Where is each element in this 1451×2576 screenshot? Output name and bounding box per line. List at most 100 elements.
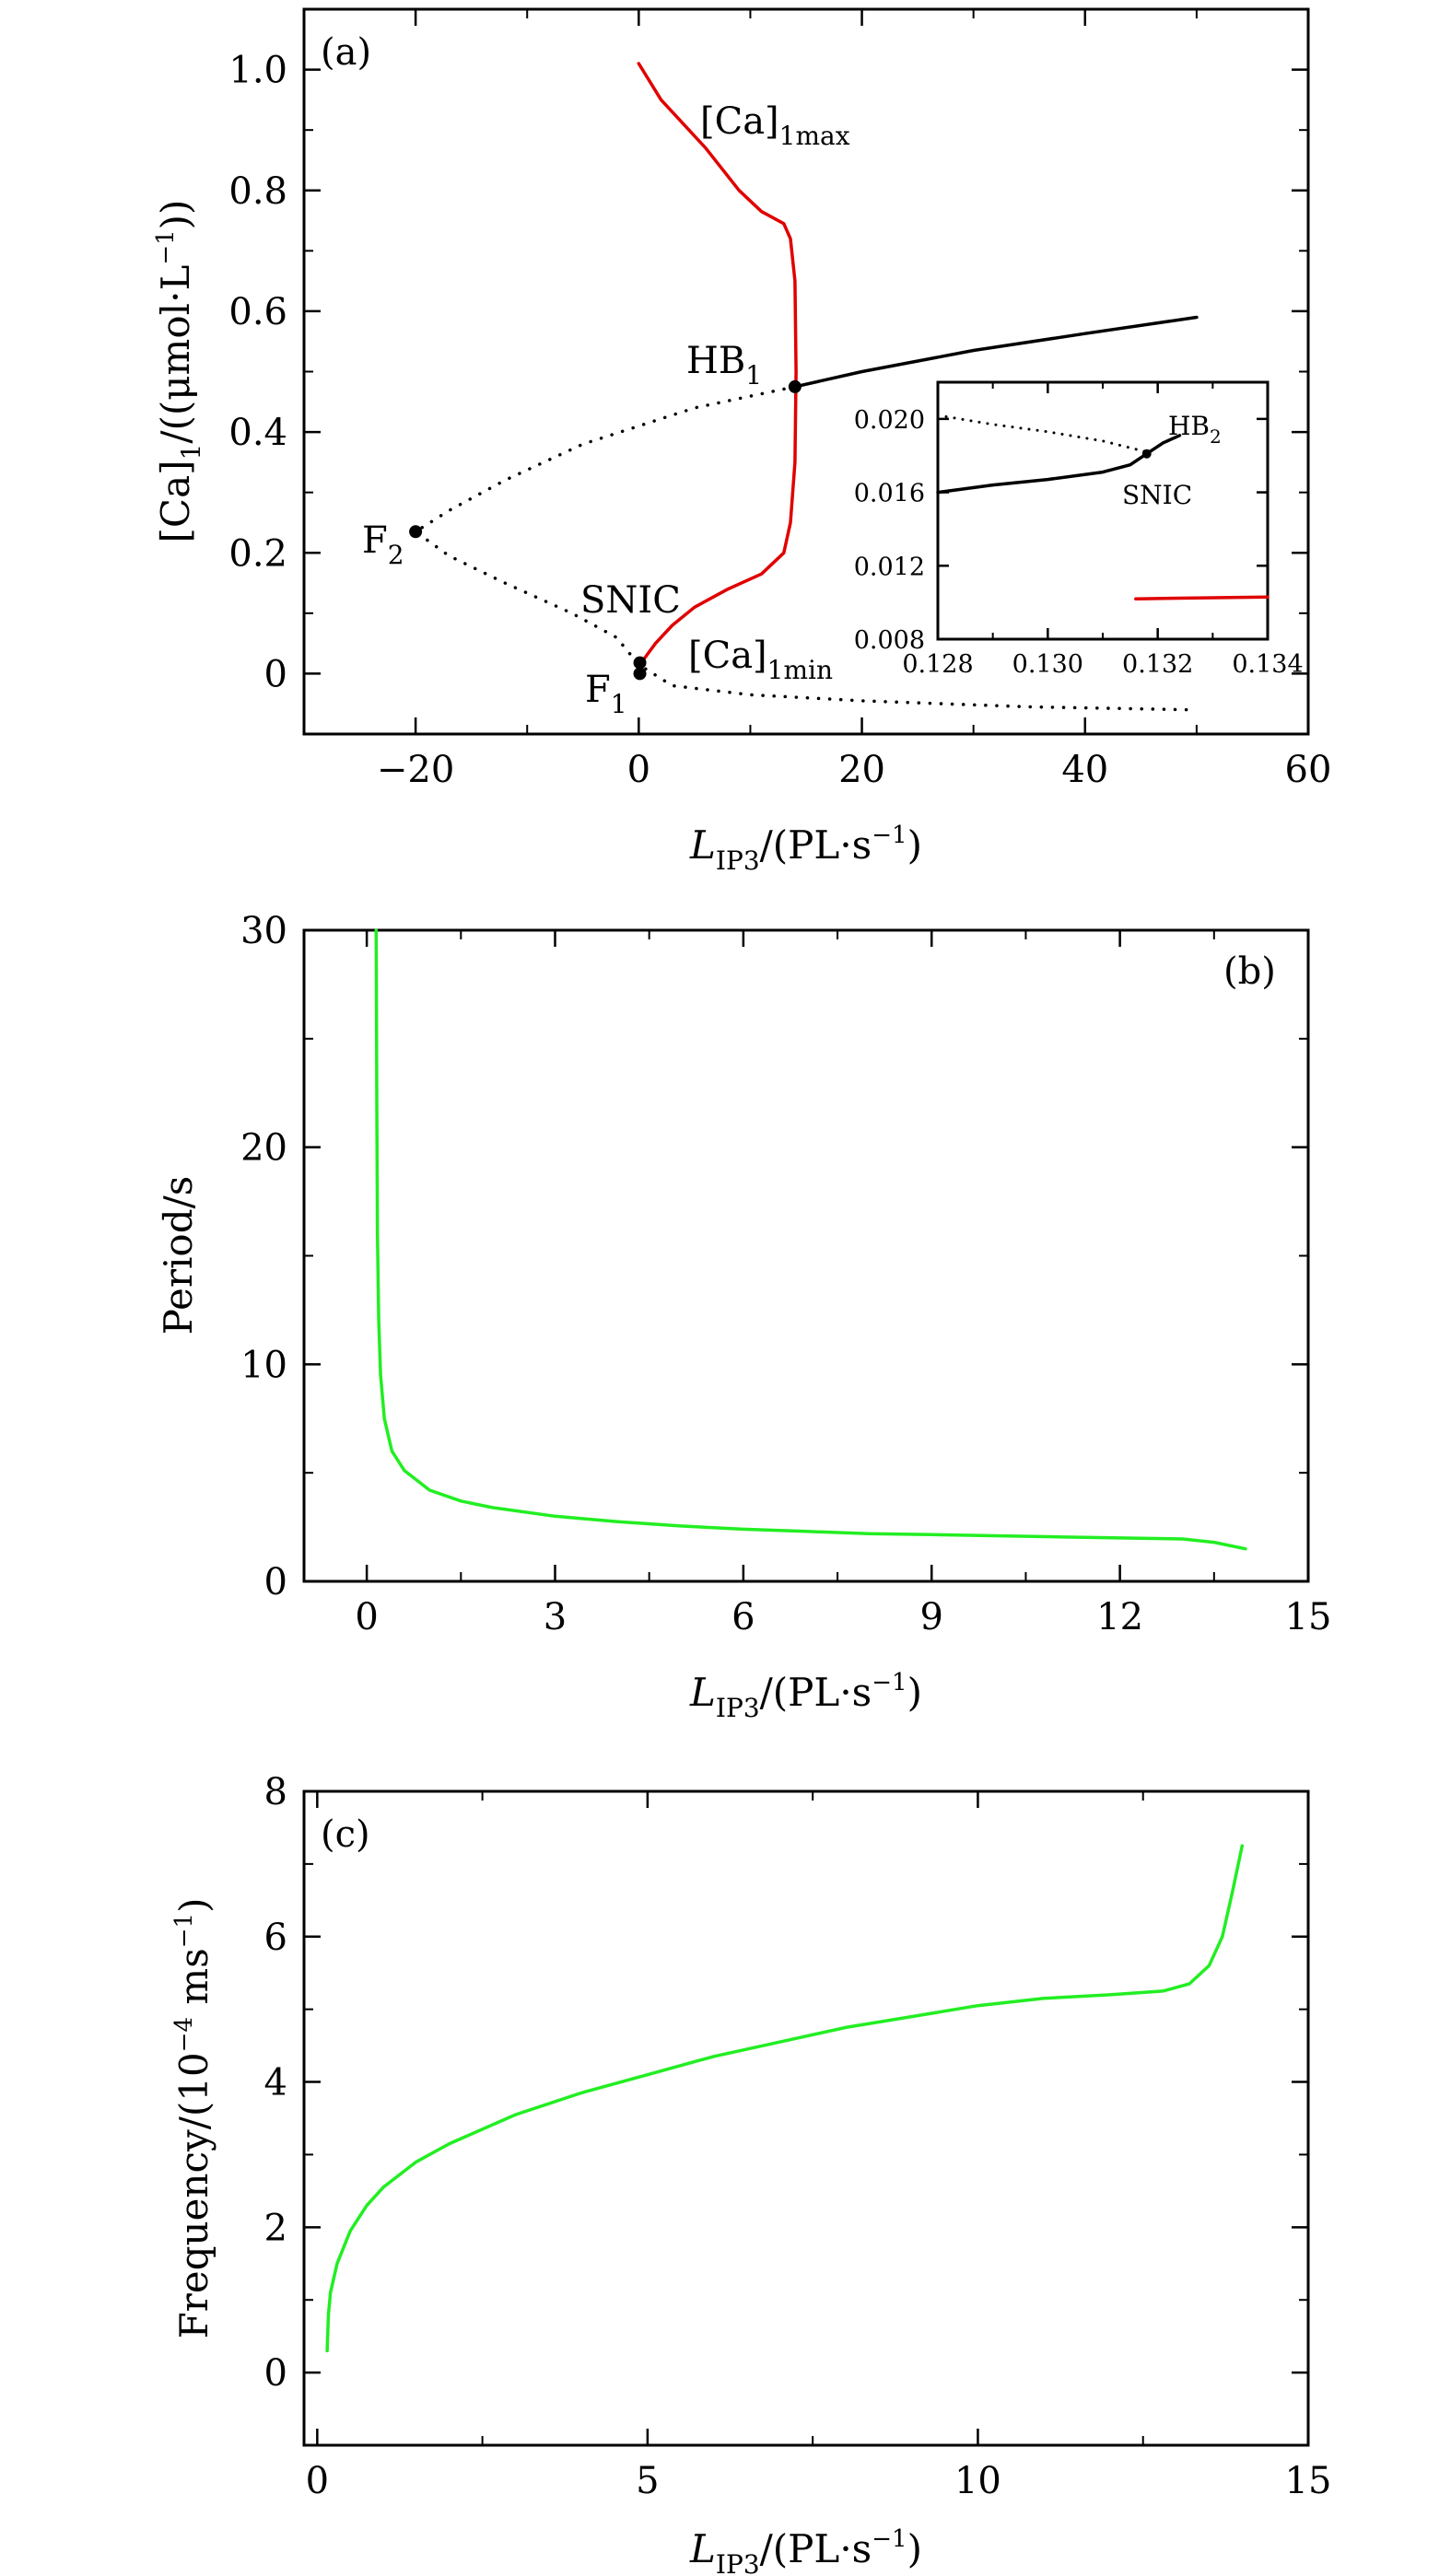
pa-series-line-0: [793, 315, 1199, 389]
inset-hb2-label: HB2: [1168, 411, 1222, 448]
pa-x-tick-label: 40: [1061, 749, 1108, 791]
hb1-label-main: HB: [686, 340, 745, 382]
panel-a-y-axis-label-sup: −1: [152, 229, 180, 264]
pc-y-tick-label: 2: [264, 2207, 287, 2249]
pc-x-tick-label: 0: [306, 2460, 329, 2502]
in-y-tick-label: 0.008: [854, 626, 925, 655]
hb1-label-sub: 1: [745, 360, 762, 390]
panel-b-plot-frame: [302, 928, 1310, 1583]
in-x-tick-label: 0.128: [902, 650, 973, 679]
panel-c-x-axis-label-main: L: [689, 2526, 716, 2571]
inset-series: [936, 414, 1270, 600]
panel-b-x-axis-label: LIP3/(PL·s−1): [689, 1669, 922, 1723]
pb-y-tick-label: 0: [264, 1561, 287, 1603]
f2-label-main: F: [362, 519, 388, 562]
pb-y-tick-label: 30: [240, 910, 287, 952]
panel-a-x-axis-label-end: ): [907, 822, 922, 868]
panel-c-y-axis-label-pre: Frequency/(10: [171, 2052, 216, 2338]
panel-a-y-axis-label-pre: [Ca]: [153, 460, 198, 543]
pa-point-2: [633, 656, 647, 670]
in-x-tick-label: 0.130: [1012, 650, 1083, 679]
pb-x-tick-label: 3: [544, 1596, 567, 1638]
f1-label-sub: 1: [611, 689, 627, 719]
ca-max-label-sub: 1max: [779, 121, 850, 151]
inset-hb2-label-main: HB: [1168, 411, 1210, 441]
panel-c-y-axis-label: Frequency/(10−4 ms−1): [170, 1898, 216, 2339]
pb-series-line-0: [374, 928, 1247, 1551]
ca-min-label-sub: 1min: [767, 655, 833, 685]
inset-x-ticks: 0.128 0.130 0.132 0.134: [902, 382, 1304, 679]
hb1-label: HB1: [686, 340, 762, 390]
pb-x-tick-label: 9: [920, 1596, 943, 1638]
pb-x-tick-label: 12: [1096, 1596, 1143, 1638]
inset-hb2-label-sub: 2: [1210, 425, 1222, 448]
panel-b-x-axis-label-rest: /(PL·s: [760, 1670, 872, 1715]
panel-c-y-axis-label-sup: −4: [170, 2017, 198, 2052]
pc-x-tick-label: 5: [636, 2460, 659, 2502]
panel-a-x-axis-label-rest: /(PL·s: [760, 822, 872, 868]
panel-b-x-axis-label-sub: IP3: [716, 1693, 760, 1723]
pa-point-3: [633, 667, 647, 681]
panel-b-series: [374, 928, 1247, 1551]
panel-a-inset: 0.128 0.130 0.132 0.134 0.008 0.012 0.016 0.02…: [854, 380, 1304, 679]
pa-y-tick-label: 0.8: [228, 170, 287, 213]
pa-point-0: [788, 379, 802, 393]
panel-a: −20 0 20 40 60 00.20.40.60.81.0 (a) [Ca]1max…: [152, 7, 1332, 876]
panel-c-series: [325, 1844, 1245, 2353]
pa-x-tick-label: 0: [627, 749, 650, 791]
panel-b-x-axis-label-main: L: [689, 1670, 716, 1715]
f2-label-sub: 2: [388, 540, 404, 570]
panel-a-x-ticks: −20 0 20 40 60: [377, 9, 1332, 791]
panel-b-x-axis-label-end: ): [907, 1670, 922, 1715]
panel-c-x-axis-label-sub: IP3: [716, 2549, 760, 2576]
panel-c-y-axis-label-end: ms: [171, 1948, 216, 2017]
in-y-tick-label: 0.016: [854, 480, 925, 508]
inset-snic-label: SNIC: [1122, 480, 1192, 510]
panel-a-x-axis-label-main: L: [689, 822, 716, 868]
pc-x-tick-label: 15: [1285, 2460, 1332, 2502]
in-x-tick-label: 0.132: [1122, 650, 1193, 679]
f1-label: F1: [585, 669, 627, 719]
panel-a-y-axis-label-mid: /((μmol·L: [153, 265, 198, 444]
in-y-tick-label: 0.012: [854, 553, 925, 581]
pa-series-line-1: [414, 385, 1199, 712]
panel-c-label: (c): [321, 1813, 370, 1856]
pa-y-tick-label: 1.0: [228, 50, 287, 92]
panel-a-x-axis-label: LIP3/(PL·s−1): [689, 822, 922, 876]
pc-y-tick-label: 8: [264, 1771, 287, 1813]
pa-x-tick-label: 20: [838, 749, 885, 791]
panel-a-x-axis-label-sup: −1: [872, 822, 907, 849]
panel-c-y-axis-label-sup2: −1: [170, 1913, 198, 1948]
ca-min-label-main: [Ca]: [688, 635, 767, 677]
panel-c-x-axis-label-rest: /(PL·s: [760, 2526, 872, 2571]
pc-y-tick-label: 0: [264, 2352, 287, 2395]
pa-x-tick-label: 60: [1285, 749, 1332, 791]
pc-series-line-0: [325, 1844, 1245, 2353]
panel-b-label: (b): [1223, 950, 1276, 993]
pb-x-tick-label: 15: [1285, 1596, 1332, 1638]
panel-a-y-axis-label-sub: 1: [176, 444, 206, 460]
pa-series-line-2: [637, 62, 798, 667]
pb-y-tick-label: 10: [240, 1344, 287, 1386]
pb-y-tick-label: 20: [240, 1127, 287, 1170]
in-x-tick-label: 0.134: [1232, 650, 1303, 679]
pc-x-tick-label: 10: [954, 2460, 1001, 2502]
panel-c-y-axis-label-end2: ): [171, 1898, 216, 1913]
panel-a-y-ticks: 0 0.2 0.4 0.6 0.8 1.0: [228, 50, 1308, 695]
ca-max-label-main: [Ca]: [700, 100, 779, 143]
panel-a-points: [409, 379, 802, 681]
panel-b-y-ticks: 0 10 20 30: [240, 910, 1308, 1603]
in-y-tick-label: 0.020: [854, 406, 925, 435]
panel-c-x-axis-label-end: ): [907, 2526, 922, 2571]
pa-y-tick-label: 0.6: [228, 291, 287, 333]
in-series-line-2: [1134, 595, 1270, 600]
inset-plot-frame: [936, 380, 1270, 641]
pc-y-tick-label: 6: [264, 1917, 287, 1959]
panel-a-label: (a): [321, 31, 371, 74]
pb-x-tick-label: 0: [355, 1596, 378, 1638]
panel-a-x-axis-label-sub: IP3: [716, 845, 760, 876]
panel-b: 0 3 6 9 12 15 0 10 20 30 (b) LIP3/(PL·s−1) Perio…: [156, 910, 1331, 1723]
f1-label-main: F: [585, 669, 611, 711]
